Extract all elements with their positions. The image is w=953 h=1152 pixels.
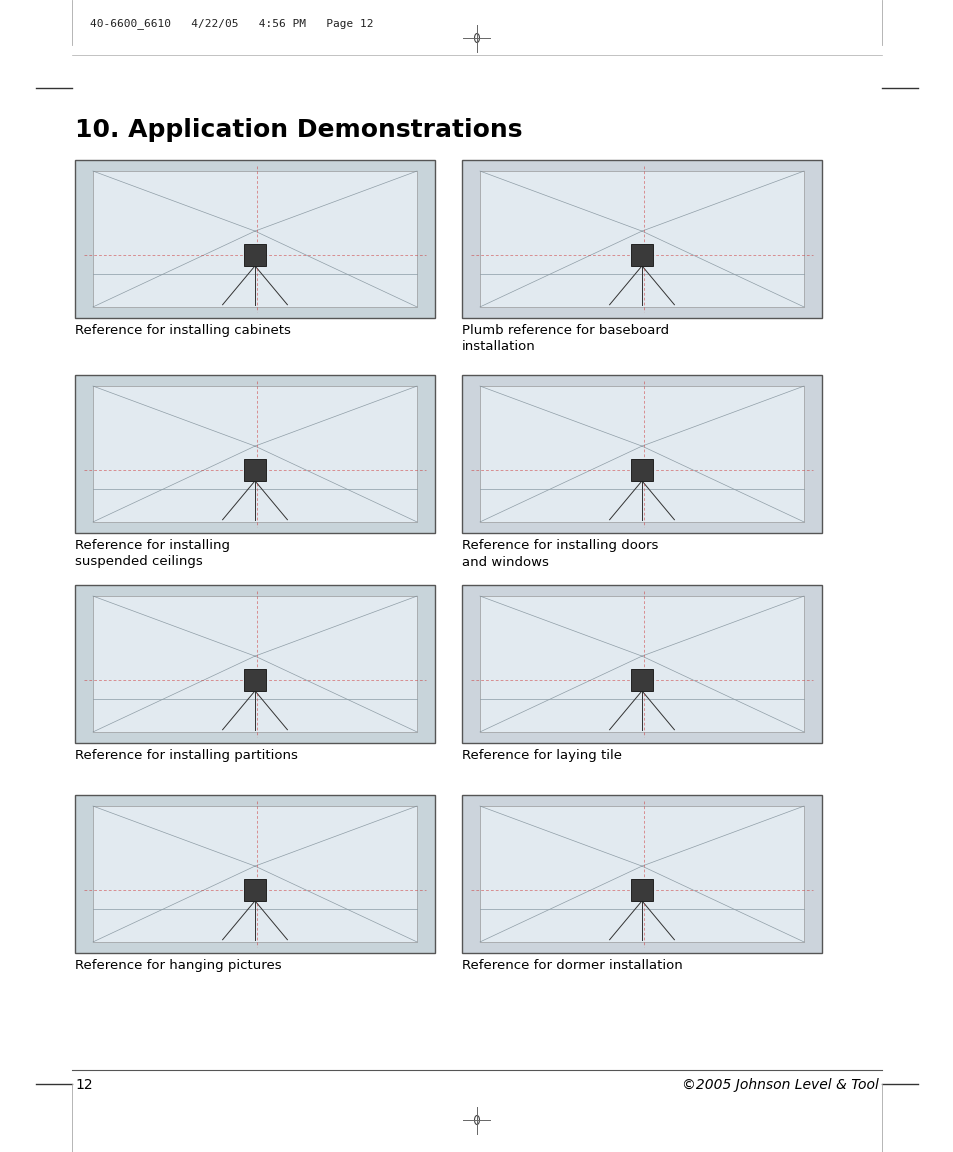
- Text: 12: 12: [75, 1078, 92, 1092]
- Text: Reference for installing doors
and windows: Reference for installing doors and windo…: [461, 539, 658, 568]
- Text: 40-6600_6610   4/22/05   4:56 PM   Page 12: 40-6600_6610 4/22/05 4:56 PM Page 12: [90, 18, 374, 29]
- Bar: [92, 386, 416, 522]
- Text: Reference for hanging pictures: Reference for hanging pictures: [75, 958, 281, 972]
- Bar: [244, 244, 266, 266]
- Bar: [92, 596, 416, 732]
- Bar: [75, 585, 435, 743]
- Bar: [631, 244, 652, 266]
- Bar: [92, 170, 416, 306]
- Bar: [631, 458, 652, 480]
- Bar: [479, 170, 803, 306]
- Bar: [92, 806, 416, 942]
- Bar: [631, 669, 652, 691]
- Text: ©2005 Johnson Level & Tool: ©2005 Johnson Level & Tool: [681, 1078, 878, 1092]
- Bar: [75, 795, 435, 953]
- Bar: [631, 879, 652, 901]
- Bar: [244, 458, 266, 480]
- Bar: [479, 386, 803, 522]
- Bar: [479, 806, 803, 942]
- Text: Plumb reference for baseboard
installation: Plumb reference for baseboard installati…: [461, 324, 668, 354]
- Bar: [479, 596, 803, 732]
- Text: Reference for installing cabinets: Reference for installing cabinets: [75, 324, 291, 338]
- Bar: [461, 795, 821, 953]
- Bar: [461, 160, 821, 318]
- Text: Reference for installing
suspended ceilings: Reference for installing suspended ceili…: [75, 539, 230, 568]
- Text: Reference for installing partitions: Reference for installing partitions: [75, 749, 297, 761]
- Text: Reference for laying tile: Reference for laying tile: [461, 749, 621, 761]
- Bar: [75, 376, 435, 533]
- Bar: [244, 669, 266, 691]
- Bar: [244, 879, 266, 901]
- Bar: [461, 585, 821, 743]
- Text: 10. Application Demonstrations: 10. Application Demonstrations: [75, 118, 522, 142]
- Bar: [461, 376, 821, 533]
- Bar: [75, 160, 435, 318]
- Text: Reference for dormer installation: Reference for dormer installation: [461, 958, 682, 972]
